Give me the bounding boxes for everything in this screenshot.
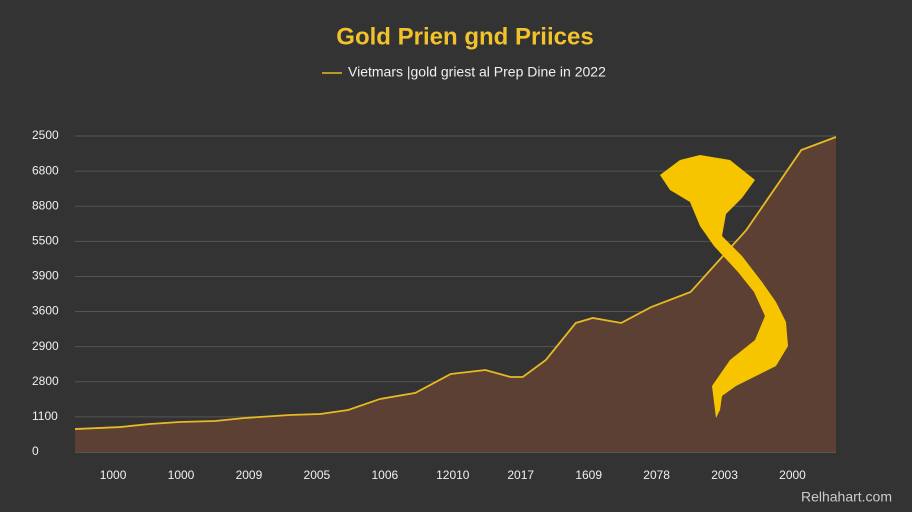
- y-tick-label: 5500: [32, 234, 59, 248]
- x-tick-label: 2017: [507, 468, 534, 482]
- y-tick-label: 8800: [32, 198, 59, 212]
- x-tick-label: 1000: [100, 468, 127, 482]
- watermark: Relhahart.com: [801, 489, 892, 505]
- y-tick-label: 1100: [32, 409, 58, 423]
- legend-label: Vietmars |gold griest al Prep Dine in 20…: [348, 64, 606, 80]
- x-tick-label: 1609: [575, 468, 602, 482]
- line: [74, 136, 837, 430]
- y-tick-label: 3600: [32, 304, 59, 318]
- x-tick-label: 12010: [436, 468, 470, 482]
- x-tick-label: 2009: [236, 468, 263, 482]
- x-tick-label: 2000: [779, 468, 806, 482]
- x-tick-label: 2005: [304, 468, 331, 482]
- y-tick-label: 2900: [32, 339, 59, 353]
- map-shape: [660, 155, 788, 418]
- y-tick-label: 6800: [32, 163, 59, 177]
- x-tick-label: 2078: [643, 468, 670, 482]
- x-tick-label: 1006: [371, 468, 398, 482]
- y-tick-label: 2800: [32, 374, 59, 388]
- y-tick-label: 3900: [32, 269, 59, 283]
- y-tick-label: 0: [32, 444, 39, 458]
- x-tick-label: 2003: [711, 468, 738, 482]
- area-fill: [75, 137, 836, 452]
- y-tick-label: 2500: [32, 128, 59, 142]
- x-tick-label: 1000: [168, 468, 195, 482]
- chart-title: Gold Prien gnd Priices: [336, 23, 593, 50]
